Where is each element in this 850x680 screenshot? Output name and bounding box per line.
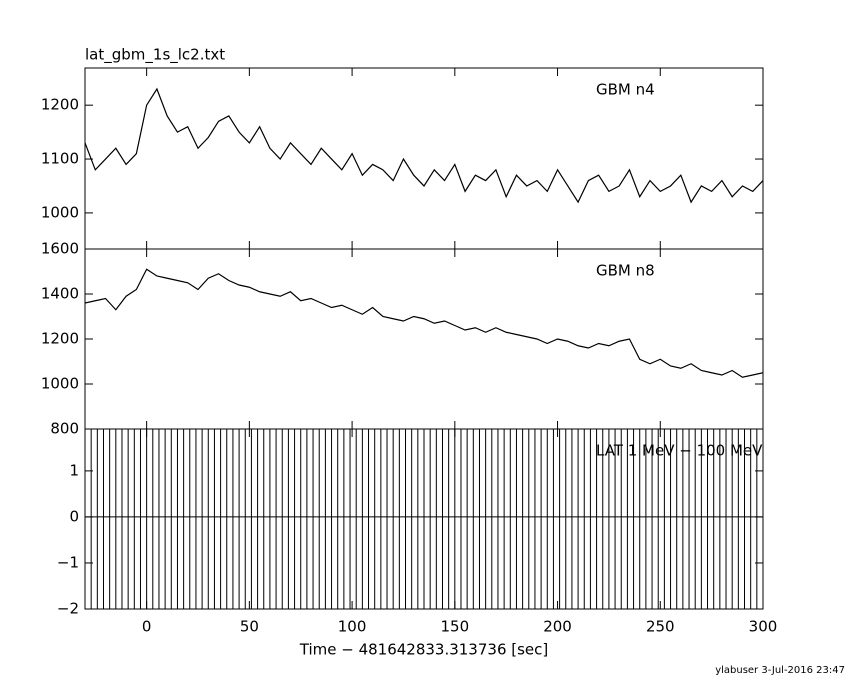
- plot-area: [85, 429, 763, 609]
- x-tick-label: 250: [646, 618, 675, 636]
- panel-label: LAT 1 MeV − 100 MeV: [596, 442, 763, 460]
- plot-area: [85, 268, 763, 378]
- panel-label: GBM n4: [596, 81, 655, 99]
- x-tick-label: 0: [142, 618, 152, 636]
- x-tick-label: 100: [338, 618, 367, 636]
- plot-area: [85, 87, 763, 204]
- plot-frame: [84, 248, 764, 430]
- y-tick-label: 0: [69, 507, 79, 525]
- chart-title: lat_gbm_1s_lc2.txt: [85, 46, 225, 65]
- y-tick-label: 1000: [41, 375, 79, 393]
- y-tick-label: 1200: [41, 96, 79, 114]
- x-tick-label: 150: [440, 618, 469, 636]
- y-tick-label: 1: [69, 461, 79, 479]
- x-tick-label: 50: [240, 618, 259, 636]
- y-tick-label: 1600: [41, 240, 79, 258]
- plot-frame: [84, 67, 764, 250]
- y-tick-label: −1: [57, 553, 79, 571]
- y-tick-label: 1100: [41, 150, 79, 168]
- y-tick-label: 800: [50, 420, 79, 438]
- y-tick-label: 1400: [41, 285, 79, 303]
- x-axis-label: Time − 481642833.313736 [sec]: [299, 641, 549, 659]
- y-tick-label: 1000: [41, 203, 79, 221]
- footer: ylabuser 3-Jul-2016 23:47: [715, 665, 845, 676]
- series-line: [85, 87, 763, 204]
- panel-label: GBM n8: [596, 262, 655, 280]
- x-tick-label: 300: [749, 618, 778, 636]
- y-tick-label: −2: [57, 600, 79, 618]
- x-tick-label: 200: [543, 618, 572, 636]
- y-tick-label: 1200: [41, 330, 79, 348]
- series-line: [85, 268, 763, 378]
